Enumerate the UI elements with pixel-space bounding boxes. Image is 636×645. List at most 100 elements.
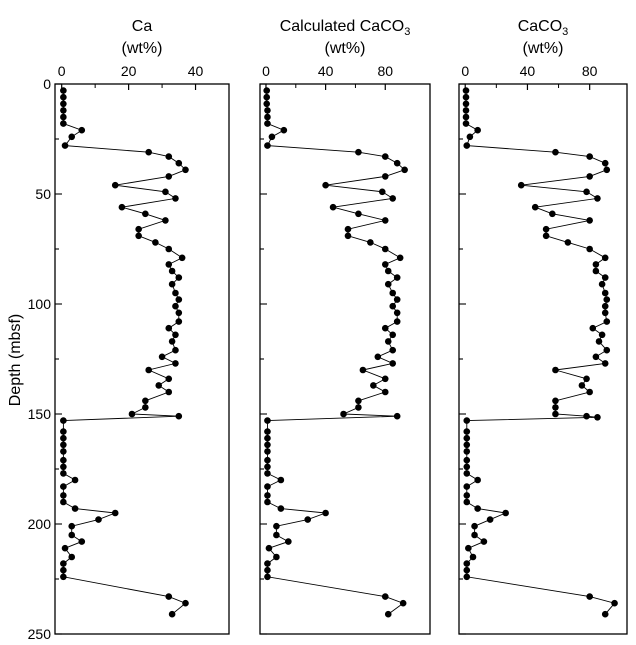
data-point (68, 553, 76, 561)
data-point (172, 360, 179, 367)
data-point (263, 93, 271, 101)
data-point (60, 566, 67, 574)
data-point (273, 553, 280, 561)
data-point (463, 560, 471, 567)
data-point (263, 87, 271, 94)
data-point (552, 148, 559, 156)
data-point (463, 492, 471, 499)
data-point (165, 593, 173, 600)
data-point (463, 498, 471, 506)
data-point (172, 331, 179, 339)
data-point (381, 153, 389, 160)
x-tick-label: 80 (582, 63, 598, 79)
data-point (462, 93, 470, 101)
data-point (172, 289, 179, 297)
x-tick-label: 0 (262, 63, 270, 79)
plot-frame (259, 83, 431, 635)
data-point (304, 516, 312, 523)
data-point (465, 544, 472, 552)
panel-title: Ca (132, 18, 153, 35)
data-point (466, 133, 474, 141)
data-point (264, 142, 271, 149)
data-point (384, 338, 392, 345)
data-point (381, 261, 389, 268)
data-point (474, 126, 481, 134)
data-point (462, 87, 470, 94)
data-point (60, 456, 67, 464)
data-point (393, 309, 401, 317)
data-point (595, 338, 603, 345)
x-tick-label: 40 (188, 63, 204, 79)
data-point (60, 120, 67, 127)
data-point (389, 195, 397, 202)
data-point (168, 338, 176, 345)
data-point (142, 210, 149, 218)
data-point (359, 366, 367, 374)
data-point (61, 544, 69, 552)
data-point (586, 388, 593, 396)
data-point (601, 302, 609, 310)
data-point (165, 173, 173, 180)
data-point (264, 492, 271, 499)
data-point (344, 225, 352, 233)
data-point (322, 509, 329, 517)
data-point (165, 324, 173, 332)
data-point (111, 181, 119, 189)
data-point (68, 133, 76, 141)
data-point (578, 382, 586, 389)
data-point (601, 360, 609, 367)
data-point (463, 428, 471, 435)
data-point (598, 280, 606, 288)
data-point (172, 302, 179, 310)
data-point (264, 498, 271, 506)
data-point (355, 397, 362, 405)
data-point (273, 522, 280, 530)
data-point (601, 309, 609, 317)
chart-panel-1: Ca (wt%) 0 20 40 0 50 100 150 200 250 (28, 18, 230, 642)
y-tick-label: 150 (28, 406, 52, 422)
data-point (135, 232, 142, 240)
data-point (60, 483, 67, 490)
data-point (542, 225, 550, 233)
y-tick-label: 200 (28, 516, 52, 532)
data-point (586, 153, 593, 160)
data-point (168, 610, 176, 618)
data-point (393, 318, 401, 325)
data-point (549, 210, 556, 218)
data-point (384, 280, 392, 288)
data-point (60, 434, 67, 442)
data-point (60, 573, 67, 581)
data-point (155, 382, 163, 389)
data-point (611, 599, 618, 607)
data-point (586, 245, 593, 253)
data-point (399, 599, 407, 607)
data-point (463, 566, 471, 574)
data-point (264, 560, 271, 567)
data-point (374, 353, 382, 361)
data-point (463, 448, 471, 455)
y-axis-label: Depth (mbsf) (7, 314, 24, 406)
data-point (583, 412, 590, 420)
data-point (583, 375, 590, 383)
data-point (601, 274, 609, 281)
data-point (517, 181, 525, 189)
data-point (381, 217, 389, 224)
data-point (152, 239, 159, 246)
data-point (168, 280, 176, 288)
data-point (61, 142, 69, 149)
data-point (389, 331, 397, 339)
data-point (135, 225, 142, 233)
data-point (264, 448, 271, 455)
data-point (598, 331, 606, 339)
data-point (285, 538, 292, 545)
data-point (474, 505, 481, 512)
data-point (175, 309, 183, 317)
data-point (60, 100, 67, 108)
data-point (355, 210, 362, 218)
data-point (389, 360, 397, 367)
series-line (465, 90, 616, 615)
data-point (594, 414, 601, 421)
data-point (592, 267, 600, 275)
data-point (471, 531, 478, 539)
data-point (264, 113, 271, 121)
